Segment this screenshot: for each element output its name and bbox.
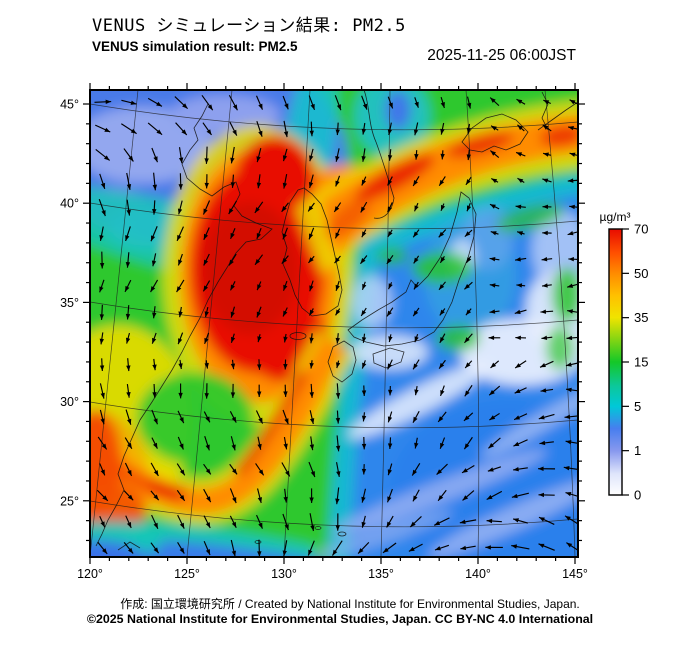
- colorbar: µg/m³ 70 50 35 15 5 1 0: [600, 210, 649, 503]
- colorbar-ticks: [622, 228, 629, 496]
- colorbar-value-label: 0: [634, 488, 641, 503]
- y-axis-tick-label: 25°: [60, 494, 79, 508]
- x-axis-tick-label: 140°: [465, 567, 491, 581]
- x-axis-tick-label: 135°: [368, 567, 394, 581]
- latlon-graticule: [90, 90, 578, 557]
- colorbar-unit-label: µg/m³: [600, 210, 631, 224]
- map-frame: [89, 89, 579, 558]
- credit-line: 作成: 国立環境研究所 / Created by National Instit…: [120, 597, 580, 611]
- colorbar-value-label: 5: [634, 399, 641, 414]
- x-axis-tick-label: 120°: [77, 567, 103, 581]
- colorbar-value-label: 50: [634, 266, 648, 281]
- axis-labels: 120° 125° 130° 135° 140° 145° 45° 40° 35° 30° 25°: [60, 98, 588, 582]
- copyright-line: ©2025 National Institute for Environment…: [86, 612, 594, 626]
- y-axis-tick-label: 35°: [60, 296, 79, 310]
- colorbar-tick-labels: 70 50 35 15 5 1 0: [634, 222, 648, 503]
- page-title-english: VENUS simulation result: PM2.5: [92, 39, 298, 54]
- y-axis-tick-label: 30°: [60, 395, 79, 409]
- wind-vector-arrows: [94, 94, 578, 557]
- x-axis-tick-label: 145°: [562, 567, 588, 581]
- y-axis-tick-label: 40°: [60, 197, 79, 211]
- x-axis-tick-label: 130°: [271, 567, 297, 581]
- pm25-concentration-field: [90, 90, 578, 557]
- timestamp: 2025-11-25 06:00JST: [427, 47, 576, 64]
- y-axis-tick-label: 45°: [60, 98, 79, 112]
- colorbar-value-label: 70: [634, 222, 648, 237]
- x-axis-tick-label: 125°: [174, 567, 200, 581]
- colorbar-value-label: 1: [634, 443, 641, 458]
- colorbar-value-label: 15: [634, 355, 648, 370]
- page-title-japanese: VENUS シミュレーション結果: PM2.5: [92, 16, 406, 36]
- colorbar-gradient: [608, 228, 623, 496]
- colorbar-value-label: 35: [634, 310, 648, 325]
- axis-ticks: [83, 83, 585, 564]
